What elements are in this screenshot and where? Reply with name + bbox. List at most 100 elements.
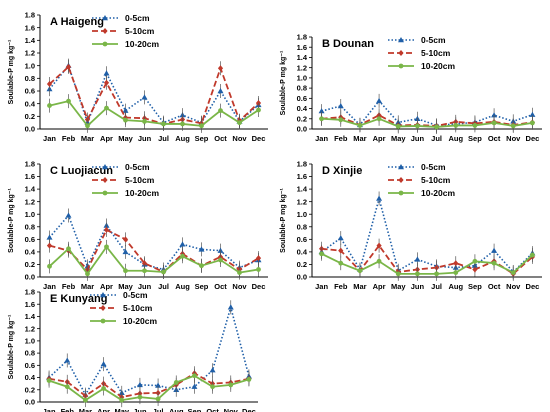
legend-label: 5-10cm — [421, 48, 451, 58]
legend-marker — [102, 177, 108, 183]
data-point-5-10cm — [217, 65, 224, 72]
y-tick-label: 1.8 — [297, 33, 307, 42]
y-tick-label: 0.0 — [297, 273, 307, 282]
x-tick-label: Aug — [169, 407, 184, 412]
data-point-10-20cm — [415, 123, 420, 129]
series-line-10-20cm — [321, 117, 533, 128]
data-point-5-10cm — [65, 63, 72, 70]
x-tick-label: Jun — [411, 134, 425, 143]
data-point-10-20cm — [256, 107, 261, 113]
legend-marker — [398, 177, 404, 183]
series-line-0-5cm — [48, 64, 260, 126]
y-tick-label: 0.4 — [297, 247, 308, 256]
y-tick-label: 0.6 — [297, 235, 307, 244]
data-point-10-20cm — [530, 120, 535, 126]
data-point-10-20cm — [228, 382, 234, 388]
data-point-10-20cm — [357, 123, 363, 128]
x-tick-label: Aug — [448, 134, 463, 143]
data-point-10-20cm — [338, 117, 344, 123]
x-tick-label: Nov — [224, 407, 239, 412]
data-point-0-5cm — [122, 107, 129, 113]
legend-label: 0-5cm — [123, 290, 148, 300]
x-tick-label: Oct — [488, 134, 501, 143]
legend-label: 10-20cm — [421, 188, 455, 198]
panel-title: C Luojiacun — [50, 165, 113, 177]
legend-marker — [102, 28, 108, 34]
data-point-0-5cm — [122, 248, 129, 255]
data-point-10-20cm — [256, 267, 261, 272]
legend-label: 0-5cm — [125, 162, 150, 172]
data-point-10-20cm — [46, 378, 52, 384]
data-point-0-5cm — [376, 195, 383, 201]
series-line-10-20cm — [321, 252, 534, 275]
data-point-0-5cm — [227, 304, 234, 310]
data-point-10-20cm — [142, 119, 147, 124]
legend-marker — [398, 190, 404, 196]
data-point-0-5cm — [491, 112, 498, 118]
x-tick-label: Nov — [232, 134, 247, 143]
legend-label: 10-20cm — [125, 39, 159, 49]
data-point-0-5cm — [376, 97, 383, 104]
x-tick-label: Apr — [100, 134, 113, 143]
x-tick-label: Oct — [214, 282, 227, 291]
x-tick-label: Feb — [334, 282, 348, 291]
data-point-0-5cm — [100, 361, 107, 367]
y-tick-label: 0.6 — [25, 361, 35, 370]
data-point-10-20cm — [453, 270, 459, 276]
x-tick-label: Jan — [43, 407, 56, 412]
data-point-0-5cm — [65, 212, 72, 218]
x-tick-label: Feb — [62, 134, 76, 143]
y-axis-label: Soulable-P mg kg⁻¹ — [280, 188, 287, 253]
x-tick-label: May — [391, 134, 406, 143]
data-point-10-20cm — [192, 373, 197, 379]
data-point-10-20cm — [357, 268, 363, 274]
data-point-10-20cm — [510, 270, 516, 276]
y-tick-label: 1.8 — [25, 11, 35, 20]
legend-label: 0-5cm — [125, 13, 150, 23]
data-point-10-20cm — [199, 123, 204, 129]
data-point-10-20cm — [237, 120, 242, 126]
legend-label: 0-5cm — [421, 35, 446, 45]
legend-marker — [398, 37, 404, 43]
y-tick-label: 1.8 — [297, 160, 307, 169]
data-point-10-20cm — [161, 121, 166, 127]
data-point-10-20cm — [180, 253, 185, 259]
data-point-0-5cm — [191, 383, 198, 389]
x-tick-label: Mar — [353, 134, 366, 143]
x-tick-label: Mar — [81, 282, 94, 291]
y-tick-label: 1.6 — [25, 23, 35, 32]
data-point-10-20cm — [491, 120, 497, 126]
x-tick-label: Dec — [526, 282, 540, 291]
panel-title: E Kunyang — [50, 293, 107, 305]
panel-title: A Haigeng — [50, 16, 104, 28]
data-point-10-20cm — [66, 98, 71, 104]
series-line-10-20cm — [48, 374, 250, 402]
data-point-10-20cm — [210, 384, 215, 390]
y-tick-label: 0.6 — [297, 94, 307, 103]
x-tick-label: Aug — [175, 134, 190, 143]
y-tick-label: 1.0 — [297, 73, 307, 82]
legend-marker — [102, 41, 108, 47]
y-tick-label: 0.0 — [25, 398, 35, 407]
chart-panel-A: 0.0 0.2 0.4 0.6 0.8 1.0 1.2 1.4 1.6 1.8 Jan Feb Mar A… — [8, 11, 268, 143]
y-tick-label: 0.8 — [25, 222, 35, 231]
y-tick-label: 1.2 — [25, 324, 35, 333]
y-tick-label: 1.4 — [297, 53, 308, 62]
y-tick-label: 1.8 — [25, 160, 35, 169]
y-tick-label: 0.4 — [25, 99, 36, 108]
data-point-10-20cm — [338, 260, 344, 266]
y-tick-label: 0.2 — [25, 385, 35, 394]
legend-marker — [398, 50, 404, 56]
y-tick-label: 0.4 — [25, 247, 36, 256]
legend-label: 5-10cm — [123, 303, 153, 313]
y-tick-label: 1.6 — [25, 300, 35, 309]
x-tick-label: Dec — [242, 407, 256, 412]
legend-marker — [100, 318, 106, 324]
data-point-0-5cm — [414, 256, 421, 262]
y-tick-label: 0.6 — [25, 87, 35, 96]
data-point-10-20cm — [180, 121, 185, 127]
chart-panel-B: 0.0 0.20.40.60.8 1.01.21.41.61.8 Jan Feb Mar A… — [280, 33, 542, 143]
data-point-10-20cm — [137, 394, 143, 400]
series-line-0-5cm — [48, 213, 259, 271]
chart-panel-C: 0.0 0.2 0.4 0.6 0.8 1.0 1.2 1.4 1.6 1.8 Jan Feb Mar A… — [8, 160, 268, 291]
